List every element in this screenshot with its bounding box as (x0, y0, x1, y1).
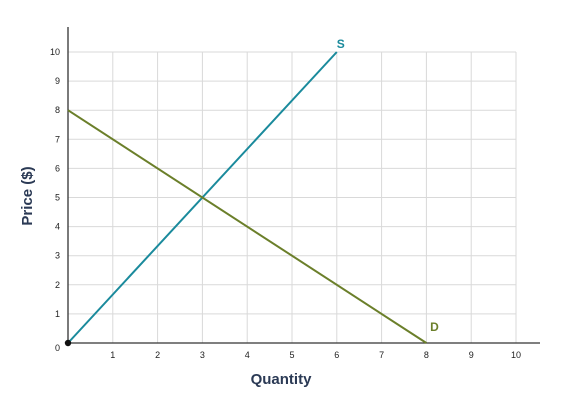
x-tick-label: 7 (379, 350, 384, 360)
tick-labels: 1 2 3 4 5 6 7 8 9 10 1 2 3 4 5 6 7 8 9 10 0 (50, 47, 521, 360)
origin-tick-label: 0 (55, 343, 60, 353)
y-tick-label: 10 (50, 47, 60, 57)
y-tick-label: 5 (55, 193, 60, 203)
y-tick-label: 4 (55, 222, 60, 232)
y-tick-label: 9 (55, 76, 60, 86)
x-tick-label: 10 (511, 350, 521, 360)
axes (67, 27, 540, 344)
x-tick-label: 6 (334, 350, 339, 360)
x-tick-label: 2 (155, 350, 160, 360)
grid (68, 51, 517, 343)
origin-point (64, 339, 72, 347)
x-tick-label: 1 (110, 350, 115, 360)
series (67, 51, 427, 344)
series-line-d (67, 109, 427, 344)
series-label-d: D (430, 320, 439, 334)
x-tick-label: 4 (245, 350, 250, 360)
series-label-s: S (337, 37, 345, 51)
x-axis-title: Quantity (251, 371, 312, 388)
y-axis-title: Price ($) (19, 166, 36, 225)
y-tick-label: 7 (55, 134, 60, 144)
x-tick-label: 5 (289, 350, 294, 360)
y-tick-label: 6 (55, 163, 60, 173)
x-tick-label: 3 (200, 350, 205, 360)
x-tick-label: 8 (424, 350, 429, 360)
y-tick-label: 8 (55, 105, 60, 115)
y-tick-label: 2 (55, 280, 60, 290)
x-tick-label: 9 (469, 350, 474, 360)
y-tick-label: 1 (55, 309, 60, 319)
y-tick-label: 3 (55, 251, 60, 261)
series-labels: SD (64, 37, 439, 347)
